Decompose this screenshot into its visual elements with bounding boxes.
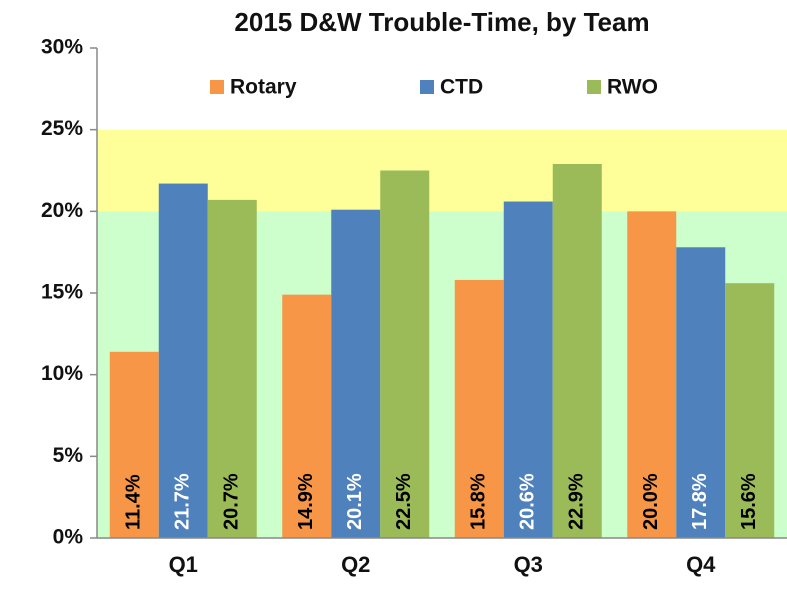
bar — [725, 283, 775, 538]
y-tick-label: 15% — [41, 281, 83, 304]
value-label: 21.7% — [172, 473, 194, 530]
bar — [627, 211, 677, 539]
bar — [676, 247, 726, 538]
x-tick-label: Q3 — [514, 552, 543, 577]
value-label: 20.0% — [640, 473, 662, 530]
y-tick-label: 25% — [41, 117, 83, 140]
value-label: 20.1% — [344, 473, 366, 530]
y-tick-label: 20% — [41, 199, 83, 222]
chart-title: 2015 D&W Trouble-Time, by Team — [234, 7, 649, 37]
value-label: 15.8% — [468, 473, 490, 530]
legend-swatch — [210, 80, 224, 94]
bar — [552, 163, 602, 538]
y-tick-label: 0% — [53, 526, 84, 549]
bar — [158, 183, 208, 539]
legend-label: RWO — [607, 76, 658, 99]
bar — [207, 199, 257, 538]
bar — [331, 209, 381, 538]
legend-swatch — [420, 80, 434, 94]
x-tick-label: Q4 — [686, 552, 716, 577]
threshold-band — [97, 129, 787, 212]
legend-swatch — [587, 80, 601, 94]
y-tick-label: 10% — [41, 362, 83, 385]
x-tick-label: Q2 — [341, 552, 370, 577]
bar — [454, 279, 504, 538]
value-label: 20.7% — [221, 473, 243, 530]
x-tick-label: Q1 — [169, 552, 198, 577]
value-label: 15.6% — [738, 473, 760, 530]
bar — [503, 201, 553, 539]
legend-label: CTD — [440, 76, 483, 99]
value-label: 14.9% — [295, 473, 317, 530]
value-label: 22.5% — [393, 473, 415, 530]
y-tick-label: 30% — [41, 36, 83, 59]
legend-label: Rotary — [230, 76, 297, 99]
value-label: 11.4% — [123, 474, 145, 530]
value-label: 17.8% — [689, 473, 711, 530]
bar — [380, 170, 430, 538]
value-label: 22.9% — [566, 473, 588, 530]
value-label: 20.6% — [517, 473, 539, 530]
y-tick-label: 5% — [53, 444, 84, 467]
bar — [282, 294, 332, 538]
bar — [109, 351, 159, 538]
